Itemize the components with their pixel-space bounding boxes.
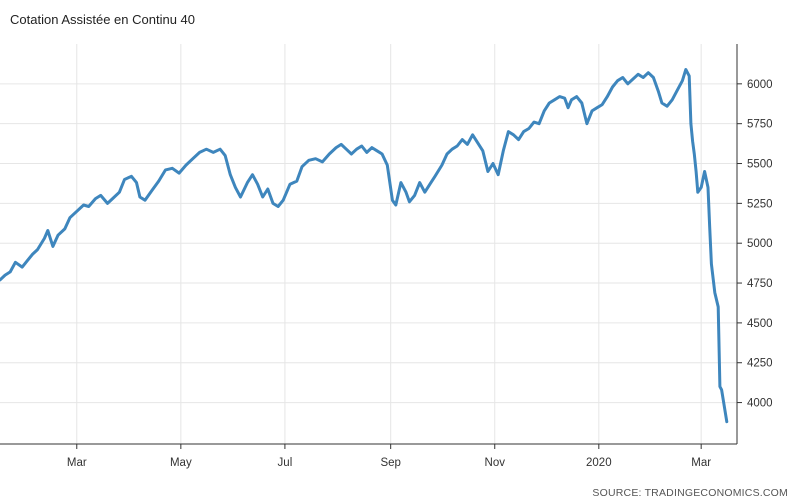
y-tick-label: 4750 <box>747 278 773 290</box>
y-tick-label: 4500 <box>747 318 773 330</box>
y-tick-label: 5500 <box>747 159 773 171</box>
source-credit: SOURCE: TRADINGECONOMICS.COM <box>592 487 788 499</box>
x-tick-label: Jul <box>278 457 293 469</box>
y-tick-label: 5750 <box>747 119 773 131</box>
x-axis: Mar May Jul Sep Nov 2020 Mar <box>67 444 711 469</box>
x-tick-label: Nov <box>485 457 506 469</box>
x-tick-label: Mar <box>67 457 87 469</box>
grid-lines <box>0 44 737 444</box>
x-tick-label: Mar <box>691 457 711 469</box>
y-tick-label: 5250 <box>747 198 773 210</box>
x-tick-label: May <box>170 457 192 469</box>
y-axis: 4000 4250 4500 4750 5000 5250 5500 5750 6000 <box>737 79 773 410</box>
x-tick-label: 2020 <box>586 457 612 469</box>
x-tick-label: Sep <box>380 457 400 469</box>
y-tick-label: 4000 <box>747 398 773 410</box>
y-tick-label: 4250 <box>747 358 773 370</box>
y-tick-label: 5000 <box>747 238 773 250</box>
y-tick-label: 6000 <box>747 79 773 91</box>
series-line <box>0 68 729 424</box>
chart-title: Cotation Assistée en Continu 40 <box>10 12 196 27</box>
